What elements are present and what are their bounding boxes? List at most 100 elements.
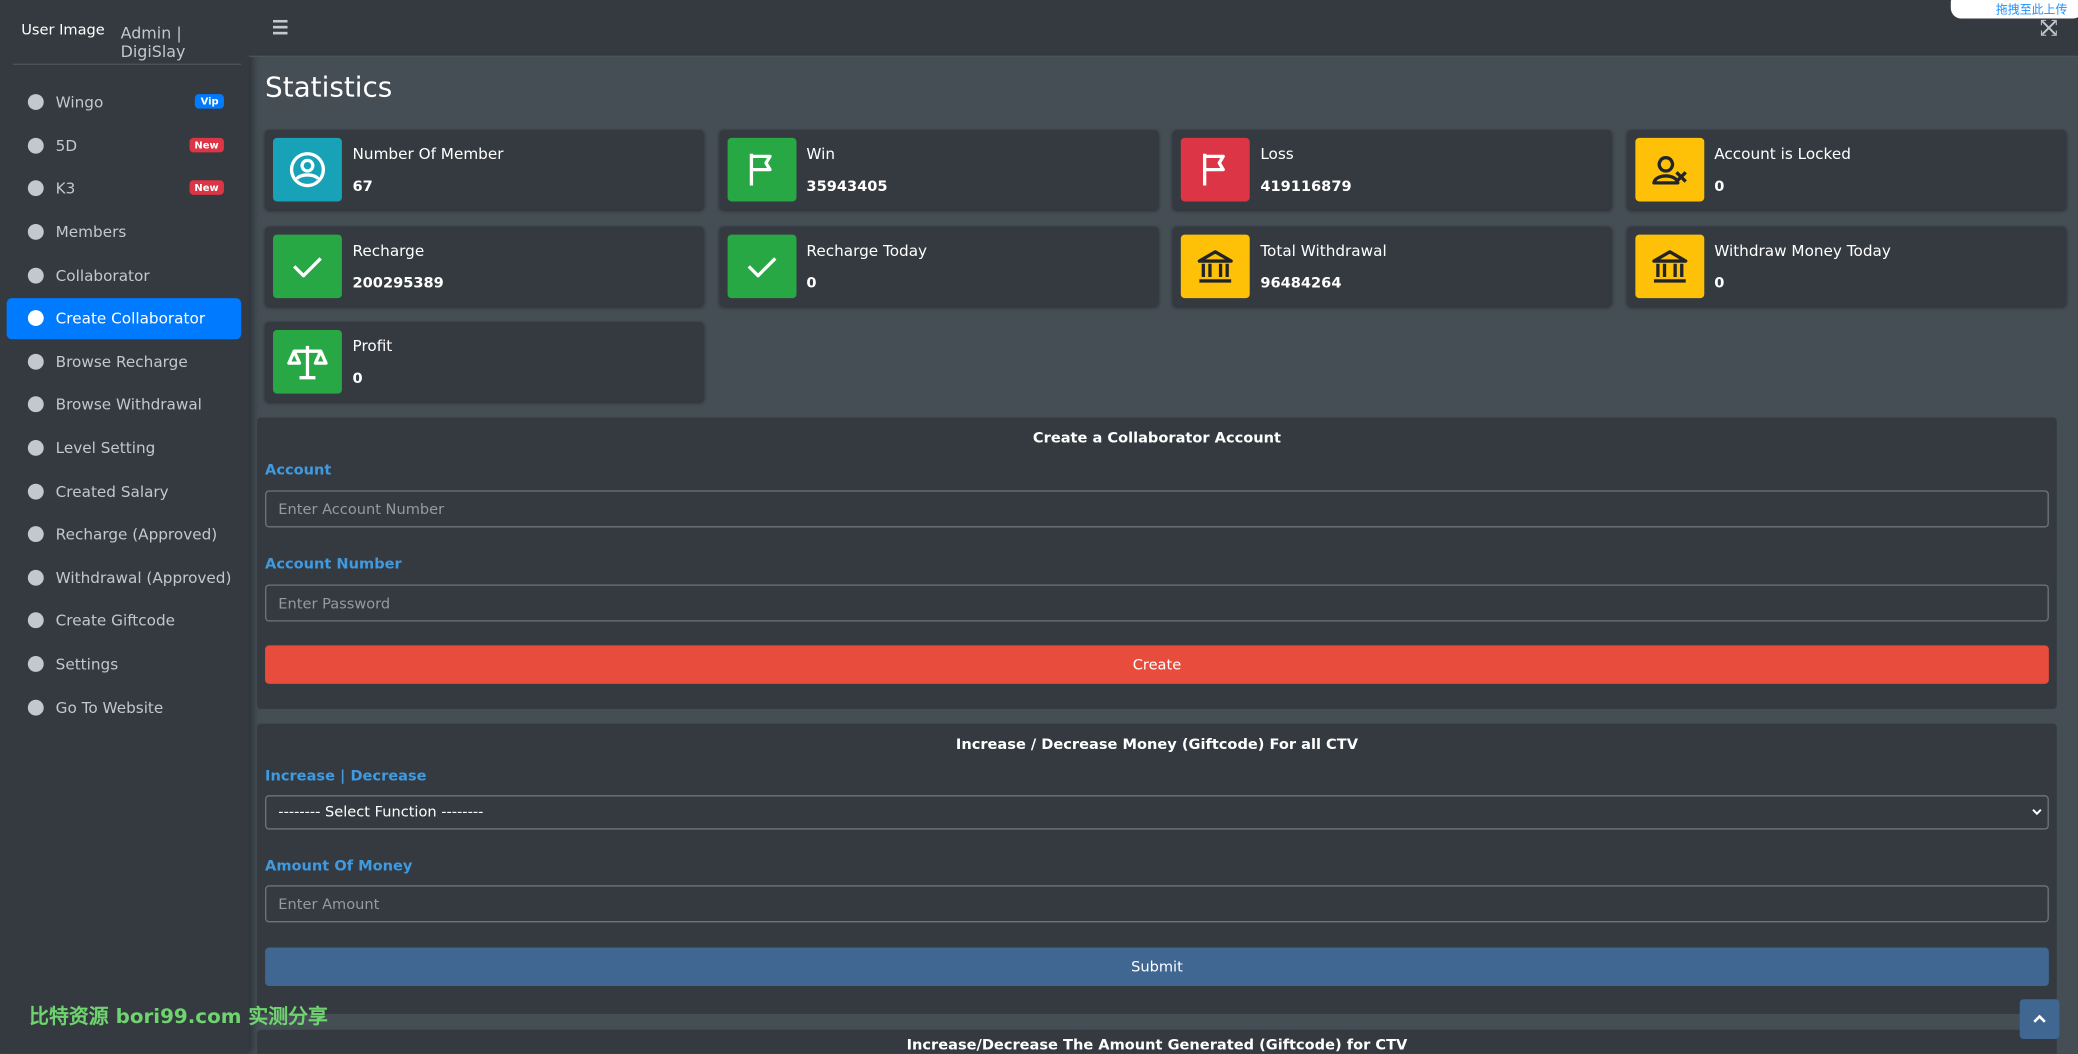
upload-text: 拖拽至此上传 (1995, 3, 2068, 18)
create-button[interactable]: Create (265, 645, 2049, 684)
stat-label: Recharge Today (806, 240, 928, 260)
menu-label: Browse Withdrawal (55, 394, 202, 414)
function-select[interactable]: -------- Select Function -------- (265, 795, 2049, 830)
stat-card: Profit 0 (265, 322, 704, 402)
brand[interactable]: User Image Admin | DigiSlay (13, 0, 242, 65)
menu-icon (27, 656, 44, 672)
select-text: -------- Select Function -------- (278, 803, 484, 821)
stat-value: 0 (352, 369, 363, 387)
menu-item[interactable]: Recharge (Approved) (7, 514, 242, 555)
icon-shape (293, 256, 322, 277)
stat-label: Number Of Member (352, 144, 504, 164)
money-form: Increase / Decrease Money (Giftcode) For… (257, 723, 2057, 1014)
menu-item[interactable]: Collaborator (7, 256, 242, 297)
menu-item[interactable]: Browse Withdrawal (7, 384, 242, 425)
stat-value: 35943405 (806, 177, 888, 195)
icon (287, 345, 328, 380)
menu-label: Members (55, 222, 127, 242)
menu-label: Level Setting (55, 438, 156, 458)
menu-label: K3 (55, 178, 76, 198)
menu-icon (27, 396, 44, 413)
form-title: Create a Collaborator Account (1032, 429, 1281, 447)
sidebar: User Image Admin | DigiSlay Wingo Vip 5D Ne… (0, 0, 250, 1054)
amount-input[interactable] (265, 885, 2049, 923)
stat-label: Loss (1260, 144, 1294, 164)
stat-icon (726, 233, 796, 298)
menu-badge: Vip (195, 94, 224, 109)
hamburger[interactable] (273, 19, 288, 35)
menu-item[interactable]: 5D New (7, 126, 242, 167)
menu-icon (27, 310, 44, 327)
create-form: Create a Collaborator Account Account Ac… (257, 417, 2057, 710)
menu-icon (27, 180, 44, 197)
account-input[interactable] (265, 490, 2049, 528)
icon-shape (27, 396, 44, 413)
menu-item[interactable]: Wingo Vip (7, 82, 242, 123)
menu-item[interactable]: Go To Website (7, 688, 242, 729)
menu-item[interactable]: Create Giftcode (7, 600, 242, 641)
menu-label: Browse Recharge (55, 352, 188, 372)
stat-card: Total Withdrawal 96484264 (1172, 225, 1612, 306)
submit-button[interactable]: Submit (265, 947, 2049, 986)
stat-icon (273, 329, 342, 394)
menu-icon (27, 526, 44, 543)
fullscreen[interactable] (2040, 19, 2057, 36)
icon-shape (27, 180, 44, 197)
icon (746, 256, 776, 277)
menu-item[interactable]: Settings (7, 644, 242, 685)
menu-icon (27, 699, 44, 716)
icon (293, 256, 322, 277)
icon-shape (1203, 153, 1225, 186)
menu-item[interactable]: Created Salary (7, 472, 242, 513)
back-to-top[interactable] (2019, 999, 2060, 1040)
icon-shape (1197, 249, 1233, 282)
third-form: Increase/Decrease The Amount Generated (… (257, 1029, 2057, 1054)
stat-card: Recharge Today 0 (718, 225, 1158, 306)
icon (1197, 249, 1233, 282)
menu-item[interactable]: Members (7, 212, 242, 253)
brand-text: Admin | DigiSlay (120, 23, 186, 61)
menu-item[interactable]: Browse Recharge (7, 342, 242, 383)
password-input[interactable] (265, 584, 2049, 622)
stat-icon (726, 137, 796, 202)
icon-shape (289, 152, 326, 188)
menu-item[interactable]: Withdrawal (Approved) (7, 558, 242, 599)
icon-shape (27, 483, 44, 500)
stat-value: 96484264 (1260, 273, 1342, 291)
icon-shape (27, 310, 44, 327)
icon-shape (27, 569, 44, 586)
icon-shape (27, 526, 44, 543)
menu-label: Go To Website (55, 698, 164, 717)
icon (289, 152, 326, 188)
stat-icon (1634, 137, 1704, 202)
stat-value: 0 (806, 273, 817, 291)
menu-icon (27, 267, 44, 284)
menu-icon (27, 569, 44, 586)
watermark: 比特资源 bori99.com 实测分享 (29, 1004, 328, 1029)
stat-card: Loss 419116879 (1172, 129, 1612, 210)
menu-label: Withdrawal (Approved) (55, 568, 232, 588)
menu-item[interactable]: K3 New (7, 168, 242, 209)
stat-icon (1180, 233, 1250, 298)
stat-card: Recharge 200295389 (265, 225, 704, 306)
form-title: Increase/Decrease The Amount Generated (… (906, 1036, 1408, 1054)
stat-value: 67 (352, 177, 373, 195)
stat-label: Account is Locked (1714, 144, 1851, 164)
upload-hint[interactable]: 拖拽至此上传 (1950, 0, 2078, 19)
menu-icon (27, 353, 44, 370)
stat-label: Recharge (352, 240, 425, 260)
menu-label: Collaborator (55, 266, 150, 285)
menu-badge: New (189, 180, 224, 195)
menu-label: Create Giftcode (55, 610, 176, 630)
stat-icon (1180, 137, 1250, 202)
menu-item[interactable]: Level Setting (7, 428, 242, 469)
menu-label: Recharge (Approved) (55, 524, 218, 544)
icon (1203, 153, 1225, 186)
stat-value: 0 (1714, 177, 1725, 195)
menu-label: Wingo (55, 92, 104, 112)
menu-icon (27, 612, 44, 629)
icon-shape (27, 94, 44, 110)
menu-item[interactable]: Create Collaborator (6, 298, 242, 340)
icon-shape (27, 656, 44, 672)
